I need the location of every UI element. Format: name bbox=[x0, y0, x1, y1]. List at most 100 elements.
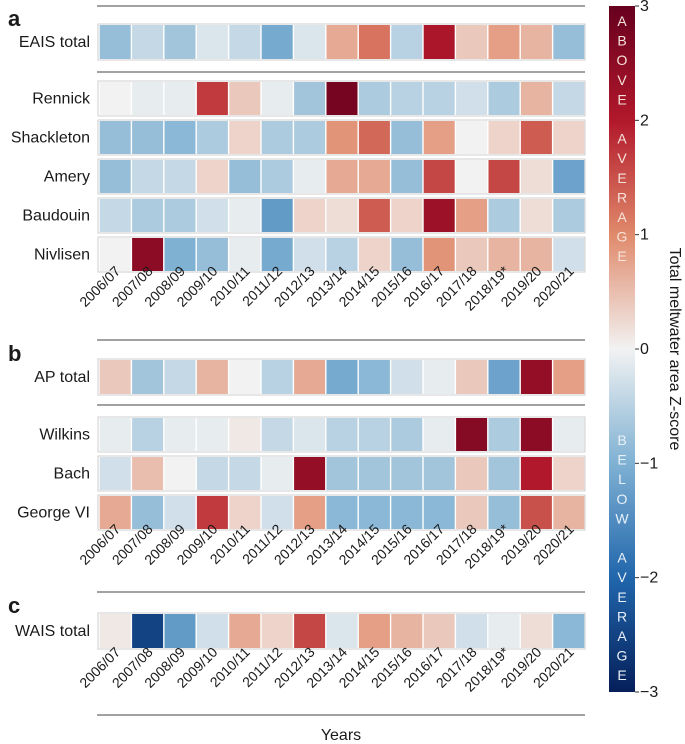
heatmap-cell bbox=[391, 121, 423, 154]
heatmap-cell bbox=[261, 457, 293, 490]
heatmap-cell bbox=[358, 82, 390, 115]
heatmap-cell bbox=[132, 457, 164, 490]
heatmap-cell bbox=[196, 614, 228, 648]
colorbar-tick-label: −3 bbox=[640, 684, 658, 701]
heatmap-cell bbox=[423, 82, 455, 115]
colorbar-tick-label: 3 bbox=[640, 0, 649, 15]
heatmap-cell bbox=[553, 160, 585, 193]
heatmap-cell bbox=[488, 496, 520, 529]
heatmap-cell bbox=[261, 25, 293, 59]
colorbar-letter: E bbox=[617, 452, 626, 468]
colorbar-letter: G bbox=[617, 229, 628, 245]
heatmap-cell bbox=[358, 25, 390, 59]
colorbar-letter: O bbox=[617, 52, 628, 68]
row-3-label: Baudouin bbox=[22, 208, 90, 225]
colorbar-letter: A bbox=[617, 209, 627, 225]
heatmap-cell bbox=[423, 121, 455, 154]
heatmap-cell bbox=[326, 25, 358, 59]
heatmap-cell bbox=[261, 199, 293, 232]
panel-a: a EAIS total Rennick Shackleton Amery Baudoui… bbox=[8, 6, 586, 314]
heatmap-cell bbox=[488, 199, 520, 232]
heatmap-cell bbox=[326, 160, 358, 193]
heatmap-cell bbox=[358, 199, 390, 232]
heatmap-cell bbox=[326, 238, 358, 271]
heatmap-cell bbox=[553, 121, 585, 154]
heatmap-cell bbox=[261, 160, 293, 193]
row-0-label: Rennick bbox=[32, 91, 91, 108]
colorbar-letter: V bbox=[617, 72, 627, 88]
heatmap-cell bbox=[229, 199, 261, 232]
colorbar-tick-label: −1 bbox=[640, 455, 658, 472]
heatmap-cell bbox=[196, 360, 228, 394]
heatmap-cell bbox=[261, 238, 293, 271]
panel-letter: a bbox=[8, 6, 21, 31]
colorbar-letter: E bbox=[617, 91, 626, 107]
heatmap-cell bbox=[488, 614, 520, 648]
heatmap-cell bbox=[456, 496, 488, 529]
heatmap-cell bbox=[326, 360, 358, 394]
heatmap-cell bbox=[358, 457, 390, 490]
heatmap-cell bbox=[553, 199, 585, 232]
heatmap-cell bbox=[99, 457, 131, 490]
heatmap-cell bbox=[358, 418, 390, 451]
heatmap-cell bbox=[326, 614, 358, 648]
heatmap-cell bbox=[488, 360, 520, 394]
colorbar-letter: G bbox=[617, 648, 628, 664]
heatmap-cell bbox=[196, 457, 228, 490]
heatmap-cell bbox=[553, 457, 585, 490]
heatmap-cell bbox=[553, 238, 585, 271]
heatmap-cell bbox=[391, 360, 423, 394]
heatmap-cell bbox=[391, 25, 423, 59]
total-row-label: EAIS total bbox=[19, 34, 90, 51]
heatmap-cell bbox=[488, 238, 520, 271]
heatmap-cell bbox=[294, 418, 326, 451]
heatmap-cell bbox=[132, 418, 164, 451]
colorbar-letter: A bbox=[617, 628, 627, 644]
heatmap-cell bbox=[164, 121, 196, 154]
heatmap-cell bbox=[164, 360, 196, 394]
row-0-label: Wilkins bbox=[39, 427, 90, 444]
heatmap-cell bbox=[423, 238, 455, 271]
heatmap-cell bbox=[99, 160, 131, 193]
heatmap-cell bbox=[326, 457, 358, 490]
heatmap-cell bbox=[132, 496, 164, 529]
colorbar-tick-label: 2 bbox=[640, 112, 649, 129]
heatmap-cell bbox=[294, 457, 326, 490]
heatmap-cell bbox=[326, 199, 358, 232]
heatmap-cell bbox=[261, 418, 293, 451]
colorbar-label: Total meltwater area Z-score bbox=[666, 248, 683, 451]
heatmap-cell bbox=[488, 25, 520, 59]
heatmap-cell bbox=[132, 121, 164, 154]
heatmap-cell bbox=[99, 238, 131, 271]
heatmap-cell bbox=[456, 25, 488, 59]
heatmap-cell bbox=[196, 82, 228, 115]
heatmap-cell bbox=[164, 238, 196, 271]
heatmap-cell bbox=[391, 199, 423, 232]
row-2-label: George VI bbox=[17, 505, 90, 522]
heatmap-cell bbox=[358, 238, 390, 271]
colorbar-letter: R bbox=[617, 189, 627, 205]
heatmap-cell bbox=[132, 360, 164, 394]
colorbar-tick-label: 1 bbox=[640, 227, 649, 244]
heatmap-cell bbox=[553, 496, 585, 529]
heatmap-cell bbox=[456, 418, 488, 451]
heatmap-cell bbox=[358, 360, 390, 394]
heatmap-cell bbox=[196, 238, 228, 271]
heatmap-cell bbox=[164, 418, 196, 451]
heatmap-cell bbox=[132, 238, 164, 271]
heatmap-cell bbox=[423, 496, 455, 529]
heatmap-cell bbox=[229, 360, 261, 394]
heatmap-cell bbox=[391, 238, 423, 271]
heatmap-cell bbox=[391, 418, 423, 451]
heatmap-cell bbox=[423, 160, 455, 193]
heatmap-cell bbox=[553, 614, 585, 648]
x-axis-title: Years bbox=[321, 727, 361, 744]
heatmap-cell bbox=[520, 238, 552, 271]
total-row-label: AP total bbox=[34, 369, 90, 386]
colorbar-gradient bbox=[609, 6, 635, 692]
heatmap-cell bbox=[391, 496, 423, 529]
heatmap-cell bbox=[196, 418, 228, 451]
heatmap-cell bbox=[456, 121, 488, 154]
